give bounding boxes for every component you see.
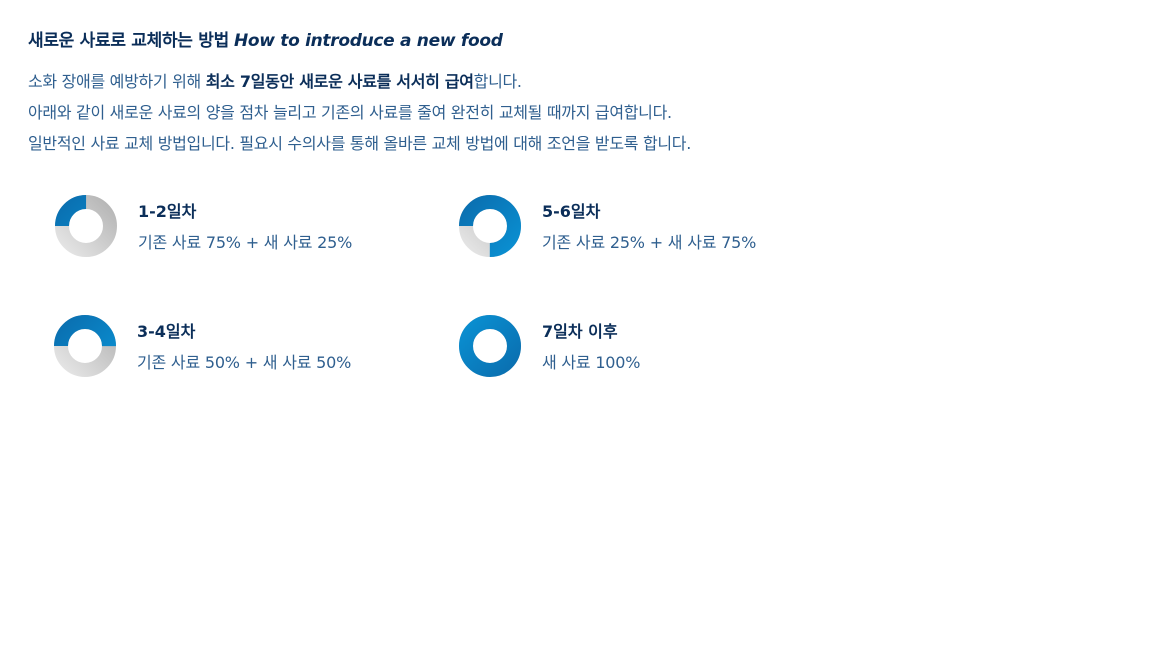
new-food-segment	[54, 315, 116, 377]
new-food-segment	[459, 195, 521, 257]
ratio-donut-icon	[54, 315, 116, 377]
step-description: 기존 사료 50% + 새 사료 50%	[137, 353, 352, 372]
intro-line-2: 아래와 같이 새로운 사료의 양을 점차 늘리고 기존의 사료를 줄여 완전히 …	[28, 103, 672, 122]
step-title: 7일차 이후	[542, 322, 618, 341]
intro-line-1: 소화 장애를 예방하기 위해 최소 7일동안 새로운 사료를 서서히 급여합니다…	[28, 70, 691, 94]
step-title: 3-4일차	[137, 322, 196, 341]
intro-line-1-start: 소화 장애를 예방하기 위해	[28, 72, 206, 91]
new-food-segment	[55, 195, 117, 257]
step-day-7-plus: 7일차 이후 새 사료 100%	[458, 314, 798, 380]
intro-line-1-emphasis: 최소 7일동안 새로운 사료를 서서히 급여	[205, 72, 474, 91]
step-day-1-2: 1-2일차 기존 사료 75% + 새 사료 25%	[54, 194, 394, 260]
ratio-donut-icon	[55, 195, 117, 257]
step-description: 기존 사료 75% + 새 사료 25%	[138, 233, 353, 252]
step-day-3-4: 3-4일차 기존 사료 50% + 새 사료 50%	[53, 314, 393, 380]
step-title: 1-2일차	[138, 202, 197, 221]
step-title: 5-6일차	[542, 202, 601, 221]
new-food-segment	[459, 315, 521, 377]
step-day-5-6: 5-6일차 기존 사료 25% + 새 사료 75%	[458, 194, 798, 260]
intro-line-1-end: 합니다.	[473, 72, 522, 91]
intro-text: 소화 장애를 예방하기 위해 최소 7일동안 새로운 사료를 서서히 급여합니다…	[28, 70, 691, 163]
page-title: 새로운 사료로 교체하는 방법 How to introduce a new fo…	[28, 26, 503, 51]
ratio-donut-icon	[459, 315, 521, 377]
title-korean: 새로운 사료로 교체하는 방법	[28, 31, 229, 51]
ratio-donut-icon	[459, 195, 521, 257]
title-english: How to introduce a new food	[233, 31, 503, 51]
step-description: 새 사료 100%	[542, 353, 641, 372]
step-description: 기존 사료 25% + 새 사료 75%	[542, 233, 757, 252]
intro-line-3: 일반적인 사료 교체 방법입니다. 필요시 수의사를 통해 올바른 교체 방법에…	[28, 134, 692, 153]
